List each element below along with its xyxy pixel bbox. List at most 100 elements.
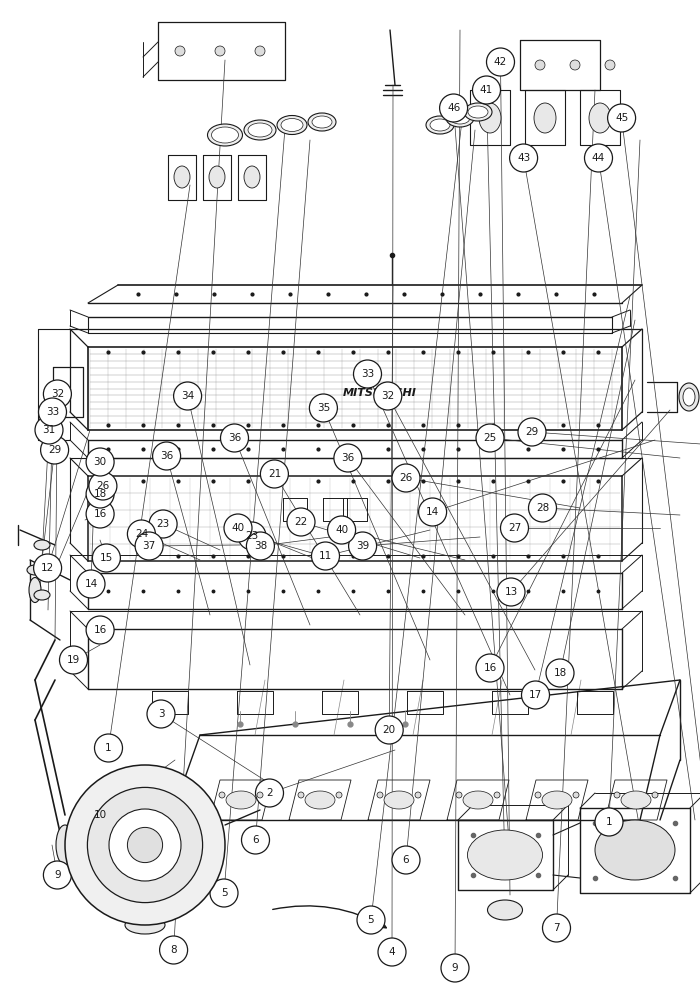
Text: 41: 41 <box>480 85 493 95</box>
Circle shape <box>86 480 114 508</box>
Circle shape <box>375 716 403 744</box>
Text: 2: 2 <box>266 788 273 798</box>
Text: 36: 36 <box>228 433 241 443</box>
Circle shape <box>476 654 504 682</box>
Circle shape <box>336 792 342 798</box>
Text: 14: 14 <box>426 507 439 517</box>
Text: 40: 40 <box>335 525 348 535</box>
Text: 23: 23 <box>246 531 258 541</box>
Circle shape <box>160 936 188 964</box>
Ellipse shape <box>226 791 256 809</box>
Circle shape <box>219 792 225 798</box>
Text: 35: 35 <box>317 403 330 413</box>
Ellipse shape <box>589 103 611 133</box>
Ellipse shape <box>207 124 242 146</box>
Circle shape <box>41 436 69 464</box>
Circle shape <box>510 144 538 172</box>
Circle shape <box>334 444 362 472</box>
Text: 39: 39 <box>356 541 369 551</box>
Ellipse shape <box>305 791 335 809</box>
Ellipse shape <box>446 109 474 127</box>
Text: 34: 34 <box>181 391 194 401</box>
Ellipse shape <box>450 112 470 124</box>
Circle shape <box>349 532 377 560</box>
Ellipse shape <box>542 791 572 809</box>
Circle shape <box>210 879 238 907</box>
Text: 32: 32 <box>382 391 394 401</box>
Circle shape <box>92 544 120 572</box>
Circle shape <box>392 846 420 874</box>
Text: 21: 21 <box>268 469 281 479</box>
Circle shape <box>441 954 469 982</box>
Text: 16: 16 <box>94 625 106 635</box>
Circle shape <box>43 861 71 889</box>
Circle shape <box>312 542 340 570</box>
Circle shape <box>127 827 162 863</box>
Circle shape <box>260 460 288 488</box>
Circle shape <box>542 914 570 942</box>
Circle shape <box>60 646 88 674</box>
Ellipse shape <box>211 127 239 143</box>
Ellipse shape <box>621 791 651 809</box>
Circle shape <box>174 382 202 410</box>
Ellipse shape <box>244 120 276 140</box>
Circle shape <box>357 906 385 934</box>
Circle shape <box>257 792 263 798</box>
Circle shape <box>354 360 382 388</box>
Circle shape <box>86 801 114 829</box>
Text: 6: 6 <box>402 855 409 865</box>
Text: 32: 32 <box>51 389 64 399</box>
Text: 4: 4 <box>389 947 396 957</box>
Ellipse shape <box>487 900 522 920</box>
Text: 33: 33 <box>361 369 374 379</box>
Circle shape <box>86 448 114 476</box>
Circle shape <box>486 48 514 76</box>
Text: 5: 5 <box>368 915 374 925</box>
Text: 23: 23 <box>157 519 169 529</box>
Circle shape <box>605 60 615 70</box>
Circle shape <box>89 472 117 500</box>
Ellipse shape <box>174 166 190 188</box>
Text: 13: 13 <box>505 587 517 597</box>
Text: 22: 22 <box>295 517 307 527</box>
Circle shape <box>608 104 636 132</box>
Circle shape <box>220 424 248 452</box>
Text: 15: 15 <box>100 553 113 563</box>
Circle shape <box>456 792 462 798</box>
Text: 29: 29 <box>526 427 538 437</box>
Circle shape <box>573 792 579 798</box>
Circle shape <box>440 94 468 122</box>
Text: 28: 28 <box>536 503 549 513</box>
Text: 16: 16 <box>484 663 496 673</box>
Ellipse shape <box>244 166 260 188</box>
Text: 45: 45 <box>615 113 628 123</box>
Circle shape <box>614 792 620 798</box>
Ellipse shape <box>248 123 272 137</box>
Circle shape <box>500 514 528 542</box>
Circle shape <box>309 394 337 422</box>
Circle shape <box>584 144 612 172</box>
Text: 31: 31 <box>43 425 55 435</box>
Circle shape <box>215 46 225 56</box>
Circle shape <box>378 938 406 966</box>
Circle shape <box>392 464 420 492</box>
Circle shape <box>328 516 356 544</box>
Circle shape <box>43 380 71 408</box>
Circle shape <box>419 498 447 526</box>
Circle shape <box>287 508 315 536</box>
Ellipse shape <box>683 388 695 406</box>
Circle shape <box>535 60 545 70</box>
Circle shape <box>94 734 122 762</box>
Ellipse shape <box>277 115 307 134</box>
Ellipse shape <box>679 383 699 411</box>
Text: 9: 9 <box>452 963 458 973</box>
Circle shape <box>135 532 163 560</box>
Text: 10: 10 <box>94 810 106 820</box>
Circle shape <box>652 792 658 798</box>
Text: 18: 18 <box>554 668 566 678</box>
Circle shape <box>34 554 62 582</box>
Text: 40: 40 <box>232 523 244 533</box>
Text: 20: 20 <box>383 725 395 735</box>
Ellipse shape <box>34 540 50 550</box>
Ellipse shape <box>463 791 493 809</box>
